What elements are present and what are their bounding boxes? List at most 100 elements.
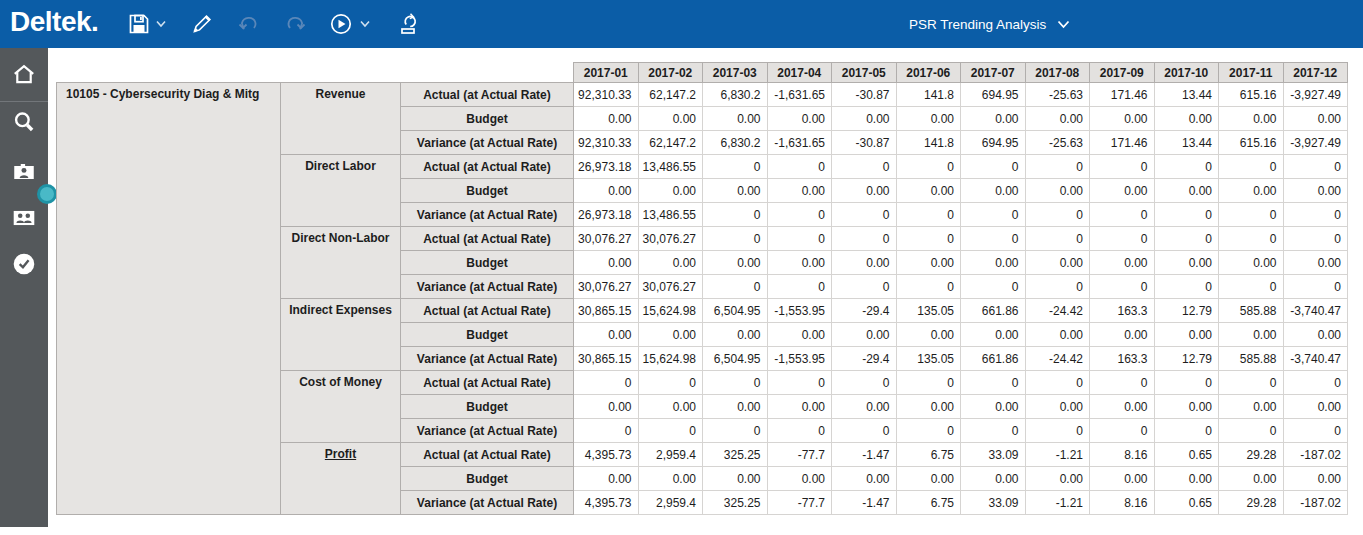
- deltek-logo: Deltek.: [10, 6, 98, 38]
- value-cell: 0.00: [1283, 467, 1348, 491]
- edit-button[interactable]: [190, 12, 214, 36]
- value-cell: 0.00: [1154, 467, 1219, 491]
- header-row: 2017-012017-022017-032017-042017-052017-…: [57, 63, 1348, 83]
- value-cell: 30,076.27: [574, 227, 639, 251]
- employee-card-icon: [11, 159, 37, 185]
- value-cell: -77.7: [767, 443, 832, 467]
- value-cell: 0.00: [1154, 251, 1219, 275]
- value-cell: 0.00: [961, 395, 1026, 419]
- value-cell: 6,504.95: [703, 347, 768, 371]
- value-cell: -30.87: [832, 131, 897, 155]
- value-cell: 0: [1090, 419, 1155, 443]
- value-cell: 0.00: [832, 323, 897, 347]
- top-bar: Deltek.: [0, 0, 1363, 48]
- metric-cell: Variance (at Actual Rate): [401, 203, 574, 227]
- value-cell: 33.09: [961, 443, 1026, 467]
- value-cell: 0.00: [896, 107, 961, 131]
- category-cell: Indirect Expenses: [281, 299, 401, 371]
- metric-cell: Actual (at Actual Rate): [401, 371, 574, 395]
- save-menu-chevron-icon[interactable]: [156, 20, 166, 28]
- value-cell: 2,959.4: [638, 491, 703, 515]
- value-cell: 15,624.98: [638, 299, 703, 323]
- save-button[interactable]: [127, 12, 151, 36]
- value-cell: 13.44: [1154, 83, 1219, 107]
- value-cell: 0.00: [703, 467, 768, 491]
- value-cell: 0: [896, 371, 961, 395]
- value-cell: 0: [638, 371, 703, 395]
- value-cell: 0: [1025, 155, 1090, 179]
- view-title-dropdown[interactable]: PSR Trending Analysis: [903, 0, 1076, 48]
- run-menu-chevron-icon[interactable]: [360, 20, 370, 28]
- value-cell: 13.44: [1154, 131, 1219, 155]
- value-cell: 0.00: [1219, 467, 1284, 491]
- value-cell: 694.95: [961, 131, 1026, 155]
- value-cell: 0: [767, 155, 832, 179]
- metric-cell: Actual (at Actual Rate): [401, 83, 574, 107]
- value-cell: 33.09: [961, 491, 1026, 515]
- value-cell: 0: [703, 155, 768, 179]
- value-cell: -187.02: [1283, 491, 1348, 515]
- value-cell: 0.00: [638, 251, 703, 275]
- value-cell: 0.00: [832, 395, 897, 419]
- sidebar-item-search[interactable]: [11, 109, 37, 135]
- value-cell: 0: [574, 419, 639, 443]
- value-cell: 0.00: [1090, 251, 1155, 275]
- value-cell: 0: [574, 371, 639, 395]
- splitter-handle[interactable]: [37, 184, 57, 204]
- metric-cell: Actual (at Actual Rate): [401, 443, 574, 467]
- pencil-icon: [190, 12, 214, 36]
- value-cell: 0: [1283, 227, 1348, 251]
- value-cell: 0: [1154, 227, 1219, 251]
- month-column-header: 2017-11: [1219, 63, 1284, 83]
- value-cell: 0.00: [1025, 179, 1090, 203]
- people-card-icon: [11, 205, 37, 231]
- value-cell: 0: [1219, 419, 1284, 443]
- category-cell[interactable]: Profit: [281, 443, 401, 515]
- value-cell: 6,830.2: [703, 83, 768, 107]
- value-cell: 0.00: [1025, 251, 1090, 275]
- value-cell: 0: [767, 203, 832, 227]
- sidebar-item-status[interactable]: [11, 251, 37, 277]
- value-cell: 0: [1154, 155, 1219, 179]
- value-cell: 0: [1090, 371, 1155, 395]
- value-cell: -3,740.47: [1283, 347, 1348, 371]
- value-cell: 29.28: [1219, 443, 1284, 467]
- value-cell: 661.86: [961, 347, 1026, 371]
- sidebar-item-people[interactable]: [11, 205, 37, 231]
- value-cell: 0: [1219, 371, 1284, 395]
- category-cell: Revenue: [281, 83, 401, 155]
- metric-cell: Actual (at Actual Rate): [401, 299, 574, 323]
- value-cell: 0: [832, 227, 897, 251]
- table-row: 10105 - Cybersecurity Diag & MitgRevenue…: [57, 83, 1348, 107]
- value-cell: 135.05: [896, 299, 961, 323]
- run-button[interactable]: [329, 12, 353, 36]
- value-cell: 0.00: [896, 395, 961, 419]
- category-label: Cost of Money: [299, 375, 382, 389]
- value-cell: 585.88: [1219, 347, 1284, 371]
- value-cell: 0.00: [1090, 467, 1155, 491]
- value-cell: 0: [703, 203, 768, 227]
- month-column-header: 2017-02: [638, 63, 703, 83]
- value-cell: 0: [896, 227, 961, 251]
- value-cell: 0.00: [574, 179, 639, 203]
- category-drill-link[interactable]: Profit: [325, 447, 356, 461]
- redo-button[interactable]: [283, 12, 307, 36]
- value-cell: 0.00: [1283, 179, 1348, 203]
- value-cell: 4,395.73: [574, 443, 639, 467]
- month-column-header: 2017-09: [1090, 63, 1155, 83]
- value-cell: 0: [1219, 203, 1284, 227]
- value-cell: 0: [1219, 155, 1284, 179]
- metric-cell: Budget: [401, 467, 574, 491]
- refresh-export-button[interactable]: [398, 12, 422, 36]
- sidebar-item-employee[interactable]: [11, 159, 37, 185]
- value-cell: 0.00: [832, 107, 897, 131]
- value-cell: 6,830.2: [703, 131, 768, 155]
- value-cell: -3,740.47: [1283, 299, 1348, 323]
- value-cell: 325.25: [703, 443, 768, 467]
- sidebar-item-home[interactable]: [11, 62, 37, 88]
- category-label: Revenue: [315, 87, 365, 101]
- undo-button[interactable]: [237, 12, 261, 36]
- value-cell: 0: [703, 275, 768, 299]
- metric-cell: Actual (at Actual Rate): [401, 227, 574, 251]
- value-cell: 0.00: [1219, 395, 1284, 419]
